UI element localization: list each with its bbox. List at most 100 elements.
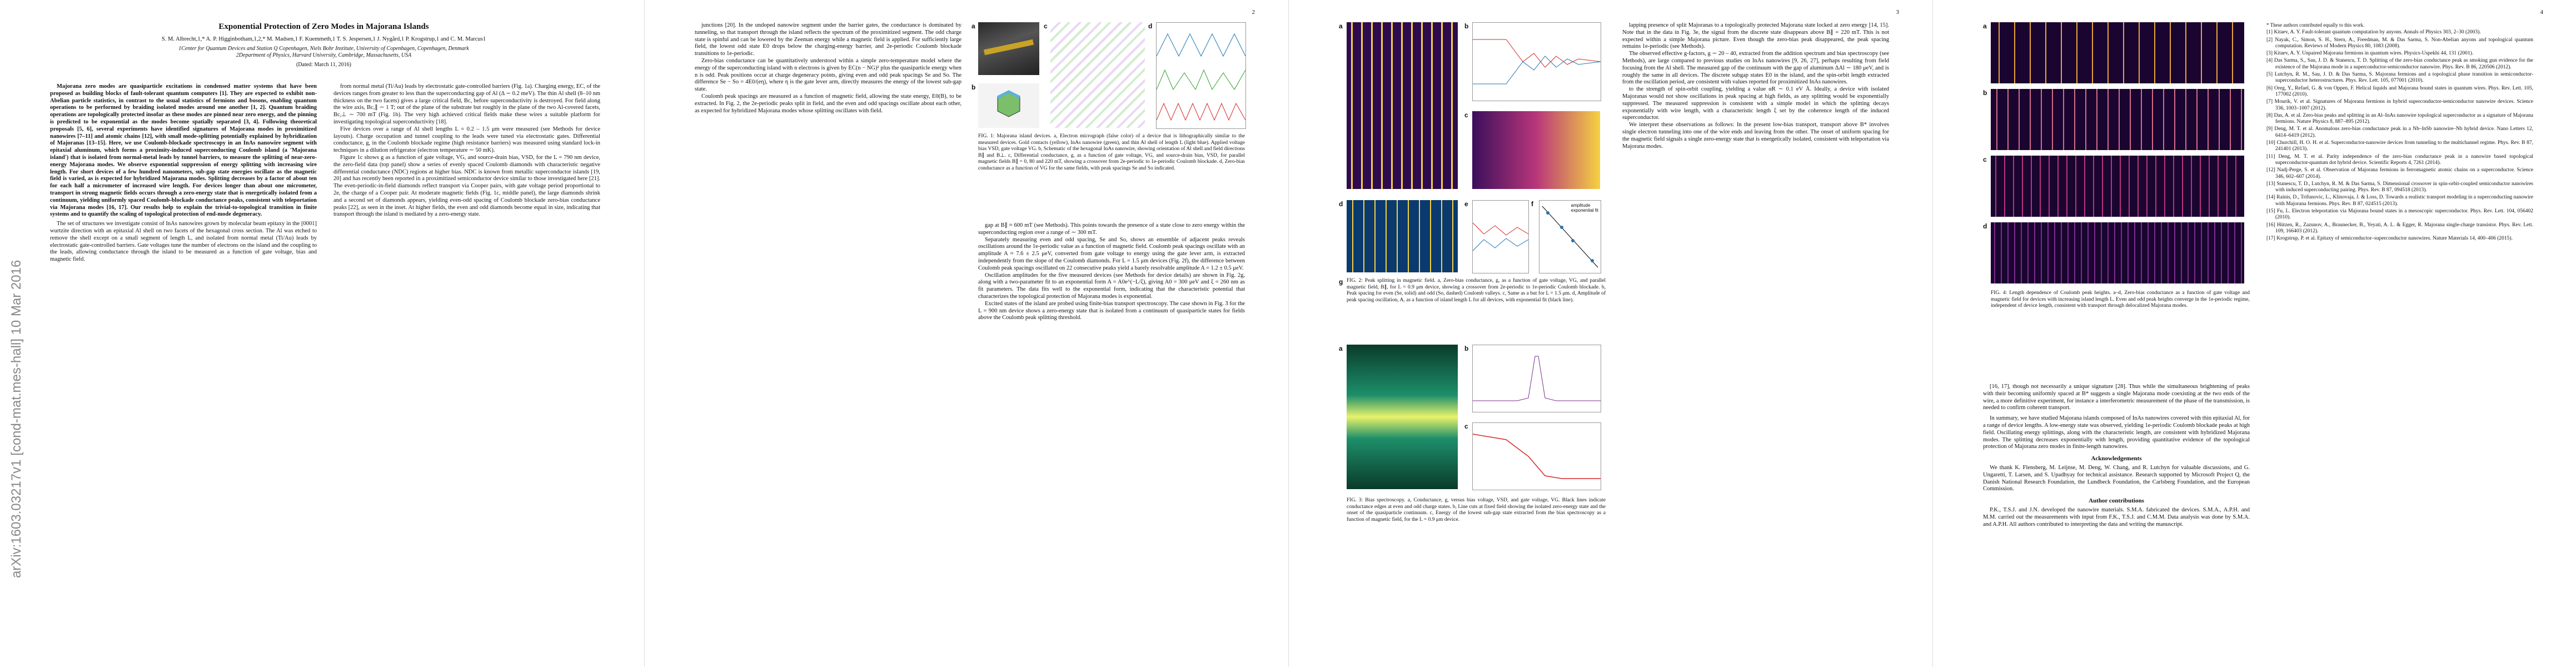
page: 4 a b c d FIG. 4: Length dependence of C… [1932, 0, 2576, 667]
panel-label: a [1339, 345, 1343, 352]
conductance-map [1472, 111, 1600, 189]
arxiv-stamp-box: arXiv:1603.03217v1 [cond-mat.mes-hall] 1… [8, 78, 24, 578]
column: from normal metal (Ti/Au) leads by elect… [333, 83, 600, 645]
text-block: [16, 17], though not necessarily a uniqu… [1983, 384, 2250, 412]
panel-label: e [1464, 200, 1468, 208]
figure-caption: FIG. 1: Majorana island devices. a, Elec… [978, 133, 1245, 171]
arxiv-stamp: arXiv:1603.03217v1 [cond-mat.mes-hall] 1… [9, 260, 24, 578]
section-heading: Acknowledgements [2091, 455, 2142, 462]
spacing-plot [1472, 200, 1529, 273]
column: [16, 17], though not necessarily a uniqu… [1983, 384, 2250, 645]
page-number: 2 [1252, 9, 1255, 16]
coulomb-diamonds [1050, 22, 1145, 128]
energy-plot [1472, 422, 1601, 490]
authors: S. M. Albrecht,1,* A. P. Higginbotham,1,… [161, 36, 486, 42]
title: Exponential Protection of Zero Modes in … [218, 22, 429, 31]
column: lapping presence of split Majoranas to a… [1622, 22, 1889, 645]
affiliation: 1Center for Quantum Devices and Station … [178, 46, 469, 52]
panel-label: c [1983, 156, 1987, 163]
section-heading: Author contributions [2089, 497, 2144, 505]
affiliation: 2Department of Physics, Harvard Universi… [236, 52, 412, 58]
legend-entry: amplitude [1571, 203, 1591, 208]
trace [1472, 238, 1529, 251]
micrograph [978, 22, 1039, 75]
column: junctions [20]. In the undoped nanowire … [695, 22, 961, 645]
figure-3: a b c FIG. 3: Bias spectroscopy. a, Cond… [1339, 345, 1606, 645]
trace [1156, 33, 1246, 57]
panel-label: d [1148, 22, 1153, 30]
figure-caption: FIG. 2: Peak splitting in magnetic field… [1347, 278, 1606, 303]
reference: [3] Kitaev, A. Y. Unpaired Majorana ferm… [2266, 51, 2474, 57]
reference: [10] Churchill, H. O. H. et al. Supercon… [2266, 140, 2533, 152]
reference: [16] Hützen, R., Zazunov, A., Braunecker… [2266, 222, 2533, 234]
plot-art [1156, 33, 1246, 121]
panel-label: c [1464, 422, 1468, 430]
figure-2: a b c d e amplitude exponential fit f g … [1339, 22, 1606, 311]
reference: [4] Das Sarma, S., Sau, J. D. & Stanescu… [2266, 58, 2533, 70]
point [1560, 226, 1563, 229]
text-block: The set of structures we investigate con… [50, 221, 317, 263]
paragraph: to the strength of spin-orbit coupling, … [1622, 86, 1889, 121]
figure-4: a b c d FIG. 4: Length dependence of Cou… [1983, 22, 2250, 367]
header: Exponential Protection of Zero Modes in … [50, 22, 597, 68]
conductance-map [1347, 200, 1458, 272]
panel-label: a [971, 22, 975, 30]
spacing-plot [1472, 22, 1601, 101]
text-block: lapping presence of split Majoranas to a… [1622, 22, 1889, 150]
figure-caption: FIG. 3: Bias spectroscopy. a, Conductanc… [1347, 497, 1606, 522]
figure-caption: FIG. 4: Length dependence of Coulomb pea… [1991, 290, 2250, 308]
paragraph: Coulomb peak spacings are measured as a … [695, 93, 961, 114]
panel-label: b [1464, 345, 1469, 352]
paragraph: Figure 1c shows g as a function of gate … [333, 154, 600, 218]
fit-line [1542, 206, 1598, 268]
reference: [1] Kitaev, A. Y. Fault-tolerant quantum… [2266, 29, 2481, 36]
legend-entry: exponential fit [1571, 208, 1598, 213]
reference: [15] Fu, L. Electron teleportation via M… [2266, 208, 2533, 221]
reference: [17] Krogstrup, P. et al. Epitaxy of sem… [2266, 236, 2513, 242]
reference: [7] Mourik, V. et al. Signatures of Majo… [2266, 99, 2533, 111]
panel-label: c [1464, 111, 1468, 119]
schematic [978, 83, 1039, 128]
paragraph: junctions [20]. In the undoped nanowire … [695, 22, 961, 57]
paragraph: In summary, we have studied Majorana isl… [1983, 415, 2250, 450]
trace [1472, 222, 1529, 236]
plot-art [1473, 39, 1601, 84]
linecut-plot [1472, 345, 1601, 412]
reference: [13] Stanescu, T. D., Lutchyn, R. M. & D… [2266, 181, 2533, 193]
trace [1473, 56, 1601, 84]
reference: [6] Oreg, Y., Refael, G. & von Oppen, F.… [2266, 85, 2533, 97]
conductance-map [1991, 89, 2244, 150]
amplitude-plot: amplitude exponential fit [1539, 200, 1601, 273]
paragraph: from normal metal (Ti/Au) leads by elect… [333, 83, 600, 125]
conductance-plot [1156, 22, 1246, 129]
trace [1156, 69, 1246, 91]
panel-label: d [1339, 200, 1343, 208]
reference: [5] Lutchyn, R. M., Sau, J. D. & Das Sar… [2266, 72, 2533, 84]
paragraph: [16, 17], though not necessarily a uniqu… [1983, 384, 2250, 411]
panel-label: c [1044, 22, 1048, 30]
point [1546, 211, 1549, 215]
paragraph: Five devices over a range of Al shell le… [333, 126, 600, 154]
schematic-art [996, 90, 1021, 117]
point [1591, 259, 1594, 262]
reference: [8] Das, A. et al. Zero-bias peaks and s… [2266, 112, 2533, 125]
panel-label: g [1339, 278, 1343, 286]
page: 3 a b c d e amplitude exponential fit f … [1288, 0, 1932, 667]
conductance-map [1991, 156, 2244, 217]
paragraph: The set of structures we investigate con… [50, 221, 317, 263]
paragraph: Separately measuring even and odd spacin… [978, 236, 1245, 271]
reference: [9] Deng, M. T. et al. Anomalous zero-bi… [2266, 126, 2533, 138]
footnote: * These authors contributed equally to t… [2266, 22, 2365, 28]
trace [1472, 434, 1601, 479]
date: (Dated: March 11, 2016) [296, 62, 352, 68]
reference: [11] Deng, M. T. et al. Parity independe… [2266, 153, 2533, 166]
paragraph: We interpret these observations as follo… [1622, 122, 1889, 150]
paragraph: lapping presence of split Majoranas to a… [1622, 22, 1889, 50]
column: Majorana zero modes are quasiparticle ex… [50, 83, 317, 645]
column: gap at B∥ ≈ 600 mT (see Methods). This p… [978, 222, 1245, 645]
panel-label: a [1339, 22, 1343, 30]
text-block: junctions [20]. In the undoped nanowire … [695, 22, 961, 115]
conductance-map [1347, 22, 1458, 189]
references: * These authors contributed equally to t… [2266, 22, 2533, 645]
